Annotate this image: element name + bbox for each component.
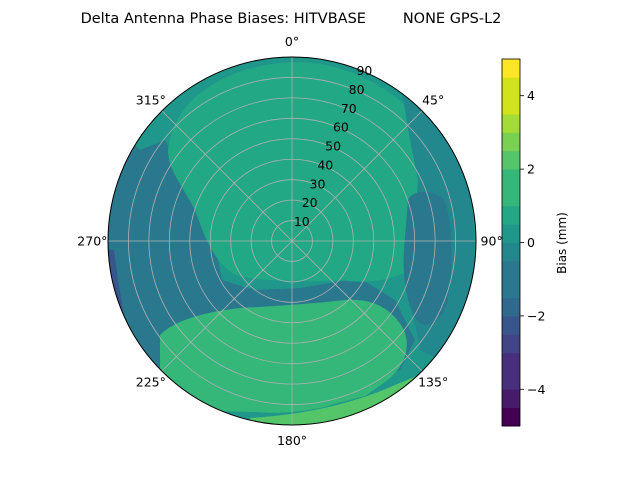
colorbar-band [502,260,520,280]
colorbar-band [502,389,520,409]
colorbar-tick-label: 0 [527,235,535,250]
colorbar-label: Bias (mm) [555,212,569,274]
radial-tick-label: 60 [333,120,349,135]
radial-tick-label: 40 [317,157,333,172]
contour-south-core [227,349,366,413]
radial-tick-labels: 10 20 30 40 50 60 70 80 90 [294,63,373,229]
colorbar-band [502,187,520,207]
colorbar-band [502,242,520,262]
contour-upper-ring [168,62,450,282]
angle-tick-label: 0° [285,34,299,49]
colorbar-band [502,95,520,115]
radial-tick-label: 10 [294,214,310,229]
colorbar: −4 −2 0 2 4 [501,58,545,427]
colorbar-band [502,297,520,317]
colorbar-band [502,407,520,427]
colorbar-band [502,352,520,372]
colorbar-tick-label: −4 [527,382,545,397]
colorbar-tick-label: 4 [527,88,535,103]
colorbar-tick-label: 2 [527,162,535,177]
angle-tick-label: 315° [136,92,166,107]
radial-tick-label: 20 [302,195,318,210]
radial-tick-label: 70 [341,101,357,116]
radial-tick-label: 80 [349,82,365,97]
angle-tick-label: 180° [277,433,307,448]
colorbar-band [502,205,520,225]
angle-gridline [161,240,293,372]
angle-tick-label: 270° [77,234,107,249]
colorbar-band [502,279,520,298]
colorbar-tick-label: −2 [527,308,545,323]
polar-grid [108,57,476,425]
angle-tick-label: 135° [418,375,448,390]
angle-gridline [291,110,423,242]
radial-tick-label: 50 [325,139,341,154]
angle-tick-labels: 0° 45° 90° 135° 180° 225° 270° 315° [77,34,502,448]
radial-tick-label: 90 [356,63,372,78]
colorbar-band [502,77,520,97]
colorbar-band [502,114,520,133]
colorbar-band [502,315,520,335]
angle-gridline [161,110,293,242]
colorbar-band [502,224,520,243]
contour-east-spot [410,201,449,308]
colorbar-band [502,150,520,170]
colorbar-band [502,334,520,353]
polar-frame [107,56,477,426]
angle-tick-label: 90° [481,234,503,249]
angle-tick-label: 225° [136,375,166,390]
angle-gridline [291,240,423,372]
chart-title: Delta Antenna Phase Biases: HITVBASE NON… [81,11,502,27]
colorbar-band [502,132,520,152]
angle-tick-label: 45° [422,92,444,107]
colorbar-band [502,59,520,78]
colorbar-band [502,169,520,188]
colorbar-band [502,370,520,390]
radial-tick-label: 30 [310,176,326,191]
